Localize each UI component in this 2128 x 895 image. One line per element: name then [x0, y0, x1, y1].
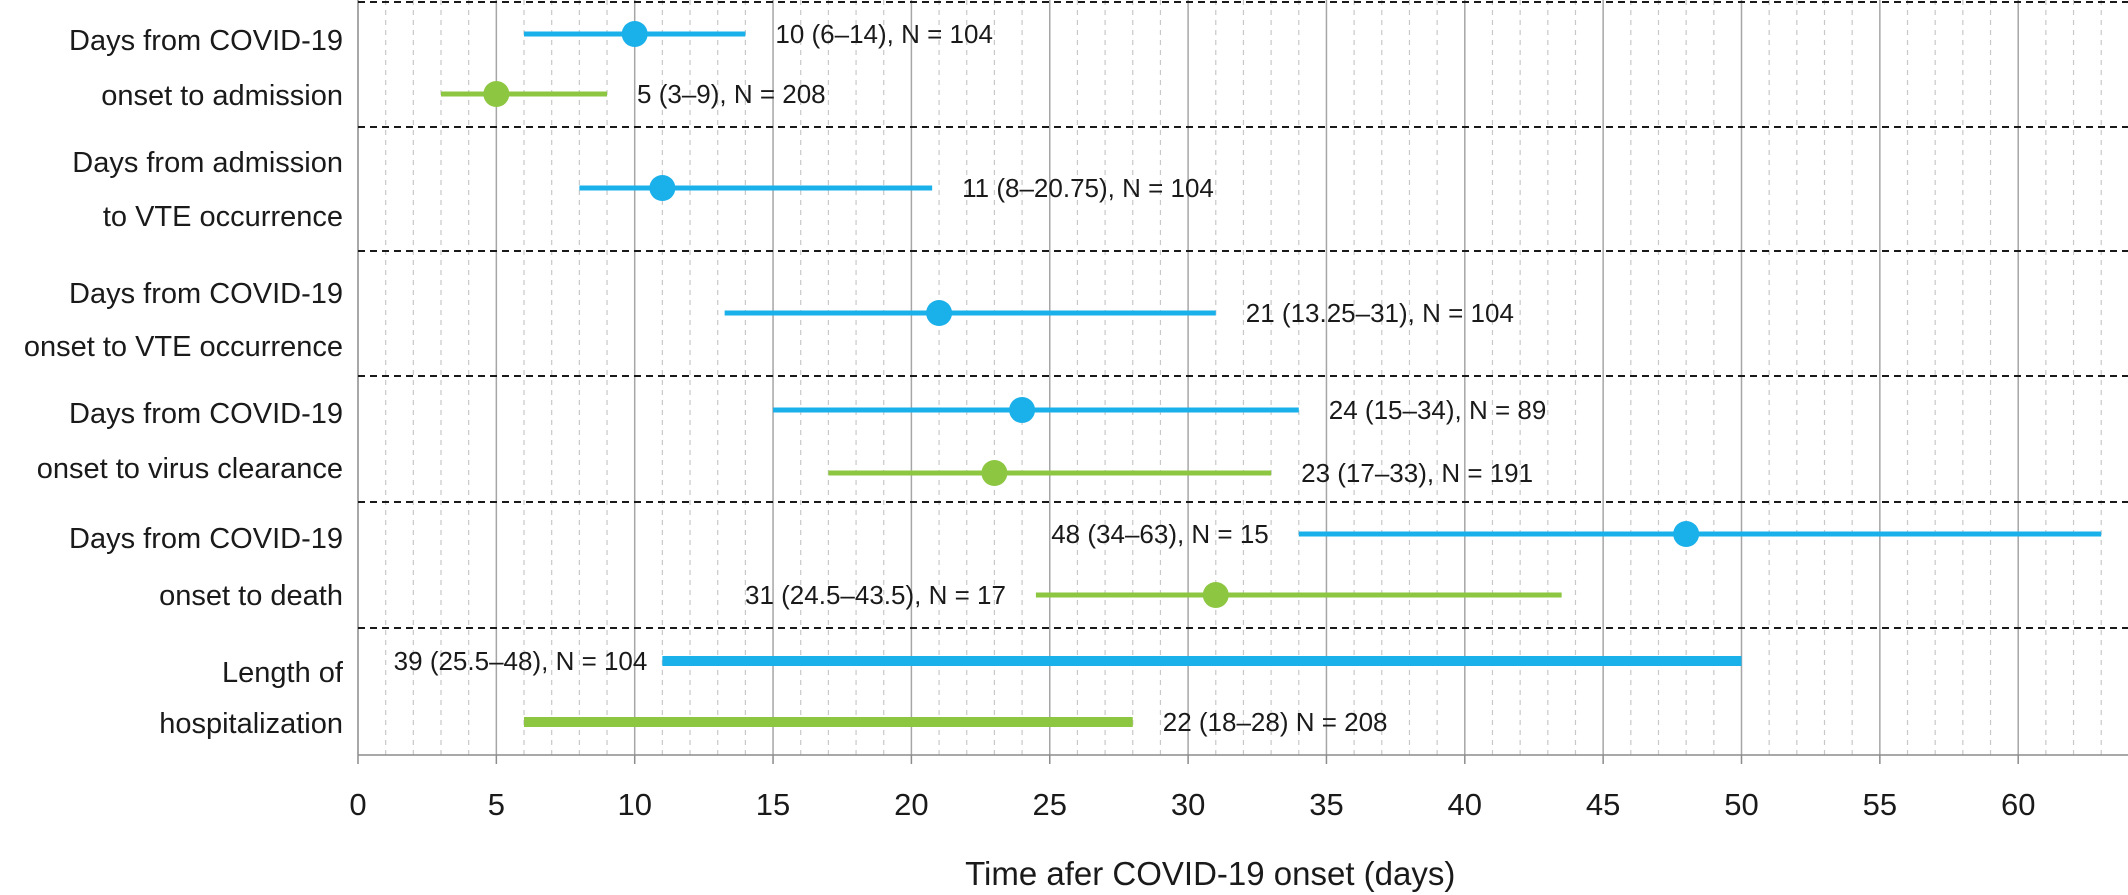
- group-label-line: to VTE occurrence: [103, 201, 343, 233]
- data-label: 22 (18–28) N = 208: [1163, 707, 1388, 737]
- group-label-line: Days from COVID-19: [69, 25, 343, 57]
- x-tick-label: 35: [1309, 787, 1343, 822]
- data-label: 48 (34–63), N = 15: [1051, 519, 1269, 549]
- x-axis-title: Time afer COVID-19 onset (days): [965, 855, 1455, 892]
- x-tick-label: 60: [2001, 787, 2035, 822]
- group-label-line: Days from COVID-19: [69, 523, 343, 555]
- group-label-line: Length of: [222, 657, 344, 689]
- x-tick-label: 5: [488, 787, 505, 822]
- data-label: 39 (25.5–48), N = 104: [394, 646, 648, 676]
- median-point-green: [483, 81, 510, 107]
- median-point-green: [981, 460, 1008, 486]
- group-label-line: onset to virus clearance: [37, 453, 343, 485]
- median-point-blue: [621, 21, 648, 47]
- x-tick-label: 55: [1863, 787, 1897, 822]
- group-label-line: onset to admission: [101, 80, 343, 112]
- data-label: 10 (6–14), N = 104: [775, 19, 993, 49]
- median-point-blue: [649, 175, 676, 201]
- data-label: 5 (3–9), N = 208: [637, 79, 826, 109]
- median-point-blue: [1009, 397, 1036, 423]
- x-tick-label: 30: [1171, 787, 1205, 822]
- x-tick-label: 20: [894, 787, 928, 822]
- group-label-line: hospitalization: [159, 708, 343, 740]
- x-tick-label: 50: [1724, 787, 1758, 822]
- x-tick-label: 0: [349, 787, 366, 822]
- data-label: 21 (13.25–31), N = 104: [1246, 298, 1514, 328]
- group-label-line: Days from COVID-19: [69, 278, 343, 310]
- group-label-line: onset to death: [159, 580, 343, 612]
- median-point-blue: [926, 300, 953, 326]
- x-tick-label: 25: [1033, 787, 1067, 822]
- x-tick-label: 10: [617, 787, 651, 822]
- group-label-line: Days from admission: [72, 147, 343, 179]
- median-point-blue: [1673, 521, 1700, 547]
- data-label: 23 (17–33), N = 191: [1301, 458, 1533, 488]
- median-point-green: [1202, 582, 1229, 608]
- x-tick-label: 40: [1448, 787, 1482, 822]
- data-label: 11 (8–20.75), N = 104: [962, 173, 1214, 203]
- group-label-line: onset to VTE occurrence: [24, 331, 343, 363]
- group-label-line: Days from COVID-19: [69, 398, 343, 430]
- x-tick-label: 15: [756, 787, 790, 822]
- data-label: 31 (24.5–43.5), N = 17: [745, 580, 1006, 610]
- x-tick-label: 45: [1586, 787, 1620, 822]
- data-label: 24 (15–34), N = 89: [1329, 395, 1547, 425]
